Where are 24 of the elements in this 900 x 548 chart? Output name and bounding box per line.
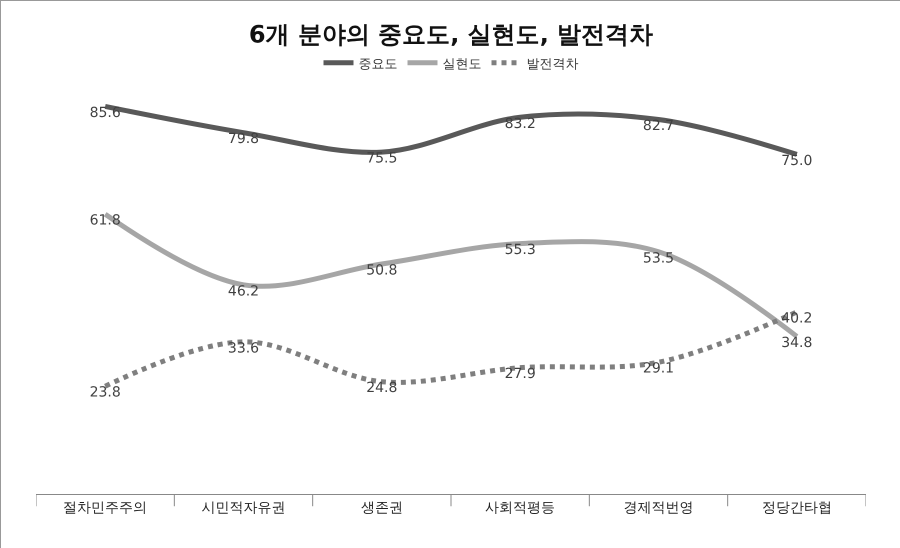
chart-title: 6개 분야의 중요도, 실현도, 발전격차: [248, 20, 654, 48]
data-label: 75.5: [366, 150, 398, 167]
x-tick-label: 절차민주주의: [63, 500, 148, 516]
data-label: 33.6: [228, 340, 260, 356]
data-label: 46.2: [228, 283, 260, 300]
legend-label: 실현도: [442, 56, 482, 72]
x-tick-label: 생존권: [360, 500, 403, 516]
x-tick-label: 시민적자유권: [202, 500, 286, 516]
data-label: 27.9: [504, 366, 536, 382]
data-label: 40.2: [781, 310, 812, 326]
x-tick-label: 경제적번영: [624, 500, 694, 516]
legend-label: 발전격차: [526, 56, 578, 72]
data-label: 23.8: [90, 384, 121, 401]
data-label: 29.1: [642, 360, 674, 377]
x-tick-label: 사회적평등: [485, 500, 556, 516]
data-label: 55.3: [504, 242, 536, 258]
data-label: 50.8: [366, 262, 398, 278]
data-label: 24.8: [366, 380, 398, 396]
data-label: 75.0: [781, 152, 812, 169]
x-tick-label: 정당간타협: [762, 500, 832, 516]
data-label: 53.5: [642, 250, 674, 266]
data-label: 61.8: [90, 212, 121, 229]
data-label: 34.8: [781, 334, 812, 351]
legend-label: 중요도: [358, 56, 398, 72]
